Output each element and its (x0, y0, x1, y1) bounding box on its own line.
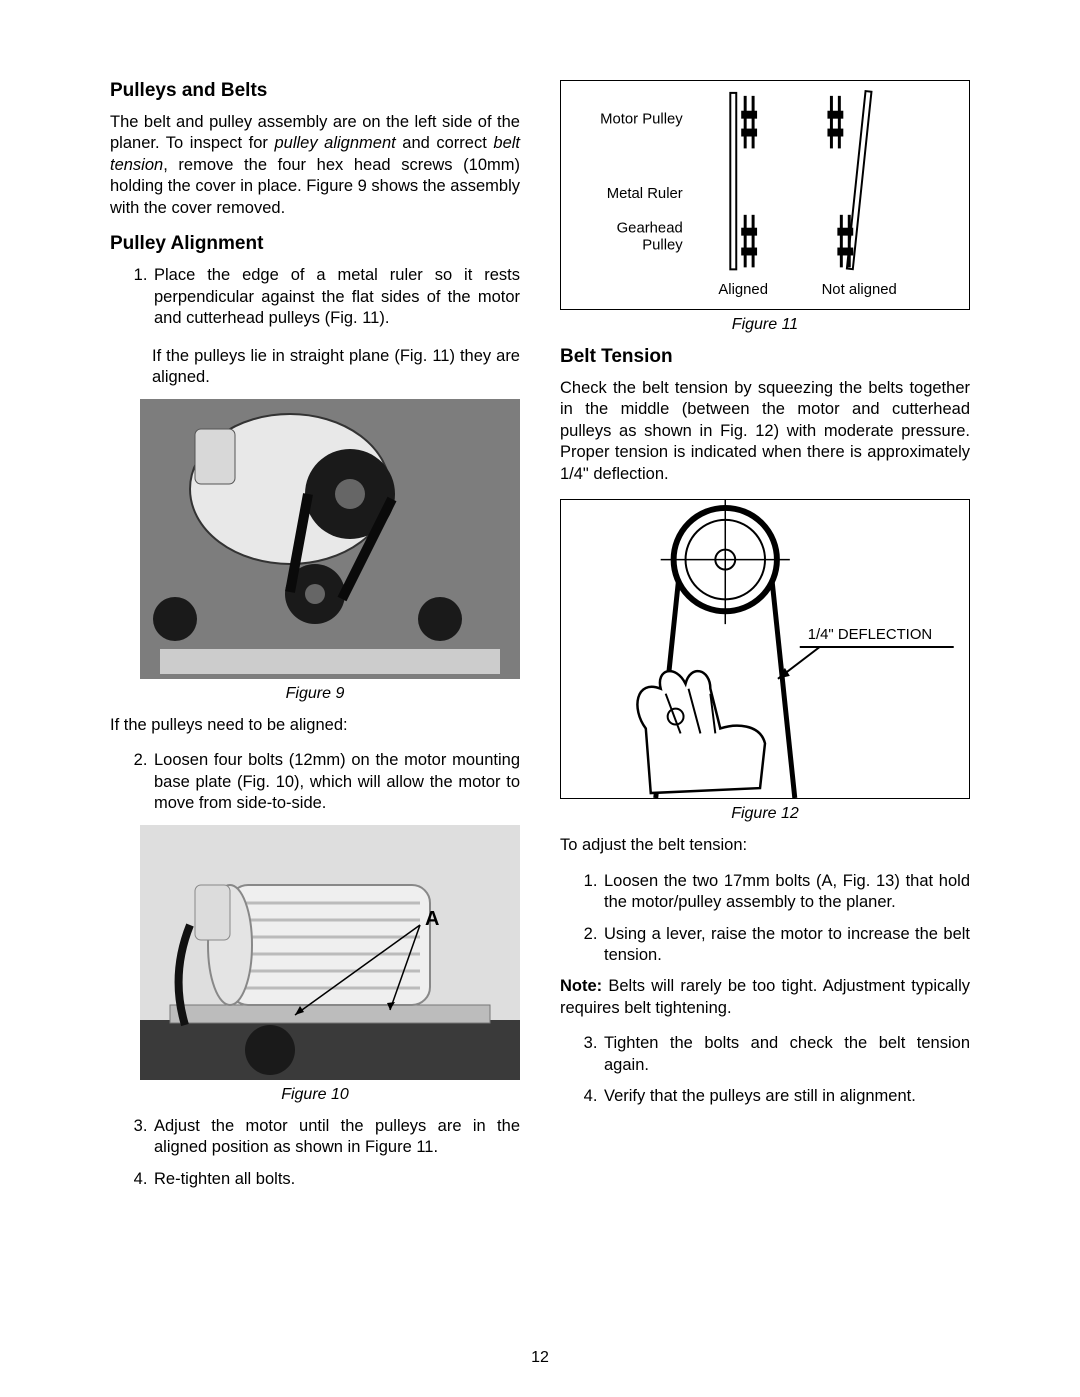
fig11-aligned-group: Aligned (718, 93, 768, 298)
step-4: Re-tighten all bolts. (152, 1169, 520, 1190)
heading-belt-tension: Belt Tension (560, 346, 970, 368)
figure-10-svg: A (140, 825, 520, 1080)
bt-step-1: Loosen the two 17mm bolts (A, Fig. 13) t… (602, 871, 970, 914)
belt-tension-steps-2: Tighten the bolts and check the belt ten… (560, 1033, 970, 1107)
right-column: Motor Pulley Metal Ruler Gearhead Pulley (560, 80, 970, 1200)
page-number: 12 (0, 1349, 1080, 1367)
alignment-steps-1: Place the edge of a metal ruler so it re… (110, 265, 520, 329)
belt-tension-note: Note: Belts will rarely be too tight. Ad… (560, 976, 970, 1019)
figure-10-label-a: A (425, 908, 439, 930)
fig12-deflection-label: 1/4" DEFLECTION (808, 627, 932, 643)
heading-pulley-alignment: Pulley Alignment (110, 233, 520, 255)
left-column: Pulleys and Belts The belt and pulley as… (110, 80, 520, 1200)
figure-11-image: Motor Pulley Metal Ruler Gearhead Pulley (560, 80, 970, 310)
fig11-label-gear2: Pulley (642, 238, 683, 254)
fig11-notaligned-label: Not aligned (822, 282, 897, 298)
p1-italic-1: pulley alignment (274, 134, 395, 152)
figure-9-image (140, 399, 520, 679)
after-fig9-text: If the pulleys need to be aligned: (110, 715, 520, 736)
figure-11-caption: Figure 11 (560, 316, 970, 334)
figure-10-caption: Figure 10 (110, 1086, 520, 1104)
step-2: Loosen four bolts (12mm) on the motor mo… (152, 750, 520, 814)
p1-mid: and correct (396, 134, 494, 152)
after-fig12-text: To adjust the belt tension: (560, 835, 970, 856)
step-3: Adjust the motor until the pulleys are i… (152, 1116, 520, 1159)
step-1: Place the edge of a metal ruler so it re… (152, 265, 520, 329)
p1-suffix: , remove the four hex head screws (10mm)… (110, 156, 520, 217)
belt-tension-steps-1: Loosen the two 17mm bolts (A, Fig. 13) t… (560, 871, 970, 967)
figure-10-image: A (140, 825, 520, 1080)
fig11-label-ruler: Metal Ruler (607, 186, 683, 202)
fig11-label-gear1: Gearhead (617, 221, 683, 237)
figure-12-image: 1/4" DEFLECTION (560, 499, 970, 799)
fig11-notaligned-group: Not aligned (822, 91, 897, 298)
note-rest: Belts will rarely be too tight. Adjustme… (560, 977, 970, 1016)
figure-9-svg (140, 399, 520, 679)
step-1-sub: If the pulleys lie in straight plane (Fi… (152, 346, 520, 389)
figure-12-svg: 1/4" DEFLECTION (561, 500, 969, 798)
fig11-aligned-label: Aligned (718, 282, 768, 298)
figure-12-caption: Figure 12 (560, 805, 970, 823)
figure-11-svg: Motor Pulley Metal Ruler Gearhead Pulley (561, 81, 969, 309)
alignment-steps-2: Loosen four bolts (12mm) on the motor mo… (110, 750, 520, 814)
figure-9-caption: Figure 9 (110, 685, 520, 703)
heading-pulleys-and-belts: Pulleys and Belts (110, 80, 520, 102)
belt-tension-paragraph: Check the belt tension by squeezing the … (560, 378, 970, 485)
intro-paragraph: The belt and pulley assembly are on the … (110, 112, 520, 219)
manual-page: Pulleys and Belts The belt and pulley as… (0, 0, 1080, 1397)
two-column-layout: Pulleys and Belts The belt and pulley as… (110, 80, 970, 1200)
bt-step-2: Using a lever, raise the motor to increa… (602, 924, 970, 967)
bt-step-3: Tighten the bolts and check the belt ten… (602, 1033, 970, 1076)
fig11-label-motor: Motor Pulley (600, 112, 683, 128)
note-bold: Note: (560, 977, 602, 995)
bt-step-4: Verify that the pulleys are still in ali… (602, 1086, 970, 1107)
alignment-steps-3: Adjust the motor until the pulleys are i… (110, 1116, 520, 1190)
